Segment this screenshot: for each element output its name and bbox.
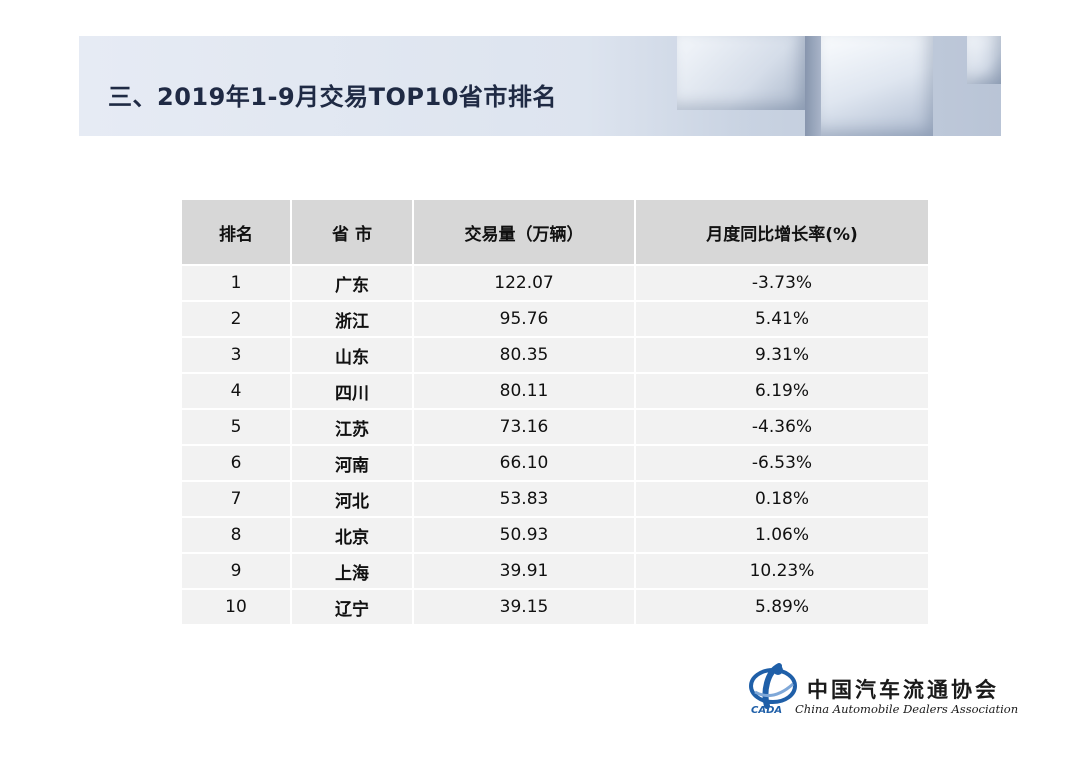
province-cell: 四川 (292, 374, 412, 408)
column-header-growth: 月度同比增长率(%) (636, 200, 928, 264)
ranking-table: 排名 省 市 交易量（万辆） 月度同比增长率(%) 1 广东 122.07 -3.73… (180, 198, 930, 626)
province-cell: 北京 (292, 518, 412, 552)
cada-logo-icon (749, 663, 797, 709)
table-row: 6 河南 66.10 -6.53% (182, 446, 928, 480)
volume-cell: 50.93 (414, 518, 634, 552)
rank-cell: 2 (182, 302, 290, 336)
rank-cell: 4 (182, 374, 290, 408)
org-name-english: China Automobile Dealers Association (795, 702, 1019, 716)
rank-cell: 5 (182, 410, 290, 444)
volume-cell: 66.10 (414, 446, 634, 480)
province-cell: 河南 (292, 446, 412, 480)
rank-cell: 6 (182, 446, 290, 480)
volume-cell: 95.76 (414, 302, 634, 336)
rank-cell: 8 (182, 518, 290, 552)
decorative-cube (967, 36, 1001, 84)
volume-cell: 80.35 (414, 338, 634, 372)
growth-cell: 10.23% (636, 554, 928, 588)
volume-cell: 39.91 (414, 554, 634, 588)
volume-cell: 53.83 (414, 482, 634, 516)
growth-cell: 0.18% (636, 482, 928, 516)
province-cell: 辽宁 (292, 590, 412, 624)
decorative-cube (821, 36, 933, 136)
column-header-rank: 排名 (182, 200, 290, 264)
volume-cell: 80.11 (414, 374, 634, 408)
province-cell: 浙江 (292, 302, 412, 336)
table-row: 4 四川 80.11 6.19% (182, 374, 928, 408)
province-cell: 山东 (292, 338, 412, 372)
cada-logo: CADA 中国汽车流通协会 China Automobile Dealers A… (745, 662, 1018, 722)
org-name-chinese: 中国汽车流通协会 (807, 677, 999, 702)
table-row: 7 河北 53.83 0.18% (182, 482, 928, 516)
title-banner (79, 36, 1001, 136)
table-row: 9 上海 39.91 10.23% (182, 554, 928, 588)
growth-cell: 1.06% (636, 518, 928, 552)
rank-cell: 3 (182, 338, 290, 372)
growth-cell: -6.53% (636, 446, 928, 480)
table-row: 5 江苏 73.16 -4.36% (182, 410, 928, 444)
growth-cell: 5.41% (636, 302, 928, 336)
volume-cell: 122.07 (414, 266, 634, 300)
volume-cell: 39.15 (414, 590, 634, 624)
province-cell: 江苏 (292, 410, 412, 444)
rank-cell: 7 (182, 482, 290, 516)
decorative-cube-side (805, 36, 821, 136)
table-row: 2 浙江 95.76 5.41% (182, 302, 928, 336)
table-row: 3 山东 80.35 9.31% (182, 338, 928, 372)
volume-cell: 73.16 (414, 410, 634, 444)
rank-cell: 10 (182, 590, 290, 624)
table-header-row: 排名 省 市 交易量（万辆） 月度同比增长率(%) (182, 200, 928, 264)
rank-cell: 1 (182, 266, 290, 300)
table-row: 1 广东 122.07 -3.73% (182, 266, 928, 300)
page-title: 三、2019年1-9月交易TOP10省市排名 (108, 83, 557, 111)
growth-cell: -4.36% (636, 410, 928, 444)
rank-cell: 9 (182, 554, 290, 588)
growth-cell: 9.31% (636, 338, 928, 372)
logo-abbreviation: CADA (751, 705, 783, 716)
table-row: 10 辽宁 39.15 5.89% (182, 590, 928, 624)
column-header-volume: 交易量（万辆） (414, 200, 634, 264)
column-header-province: 省 市 (292, 200, 412, 264)
table-row: 8 北京 50.93 1.06% (182, 518, 928, 552)
growth-cell: 6.19% (636, 374, 928, 408)
growth-cell: 5.89% (636, 590, 928, 624)
province-cell: 上海 (292, 554, 412, 588)
province-cell: 河北 (292, 482, 412, 516)
growth-cell: -3.73% (636, 266, 928, 300)
decorative-cube (677, 36, 805, 110)
province-cell: 广东 (292, 266, 412, 300)
